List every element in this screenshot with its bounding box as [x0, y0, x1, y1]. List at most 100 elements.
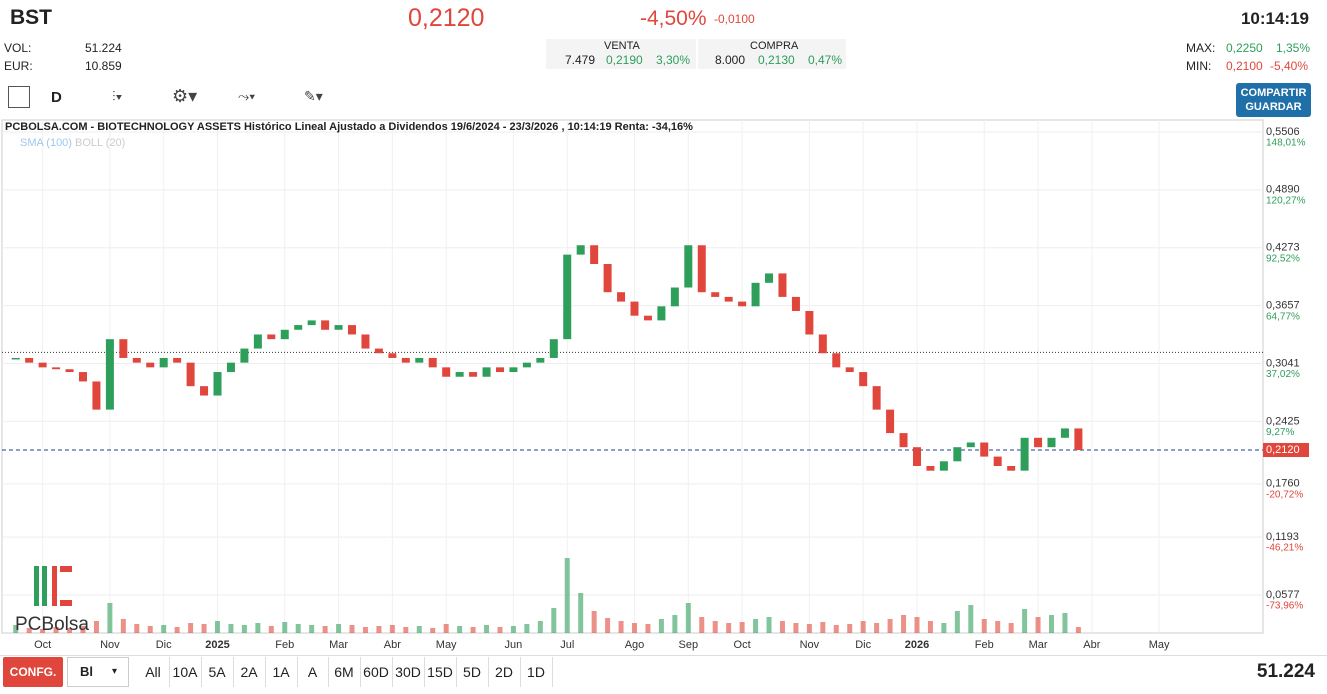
candle	[495, 367, 504, 373]
label: COMPRA	[750, 40, 799, 52]
candle	[509, 367, 518, 373]
candle	[78, 372, 87, 382]
chart-type[interactable]: ⫶▾	[112, 88, 123, 104]
volume-bar	[901, 615, 907, 633]
volume-bar	[645, 624, 651, 633]
candle	[993, 456, 1002, 466]
range-button[interactable]: 5D	[456, 657, 489, 687]
volume-bar	[860, 621, 866, 633]
range-button[interactable]: A	[297, 657, 329, 687]
candle	[778, 273, 787, 297]
range-button[interactable]: 15D	[424, 657, 457, 687]
x-tick-label: Dic	[156, 639, 172, 651]
volume-bar	[295, 624, 301, 633]
candle	[361, 334, 370, 349]
time: 10:14:19	[1240, 9, 1309, 28]
volume-bar	[349, 625, 355, 633]
mode-select[interactable]: Bl ▾	[67, 657, 129, 687]
volume-bar	[93, 621, 99, 633]
volume-bar	[255, 623, 261, 633]
x-tick-label: Mar	[329, 639, 348, 651]
range-button[interactable]: 2D	[488, 657, 521, 687]
value: 7.479	[565, 53, 596, 67]
label: MIN:	[1186, 59, 1212, 73]
x-tick-label: May	[1149, 639, 1170, 651]
candle	[415, 357, 424, 363]
volume-bar	[1062, 613, 1068, 633]
indicators[interactable]: ⤳▾	[238, 88, 256, 104]
candle	[442, 367, 451, 377]
panel-toggle[interactable]	[8, 86, 30, 108]
volume-bar	[995, 621, 1001, 633]
candle	[374, 348, 383, 354]
candle	[146, 362, 155, 368]
candle	[670, 287, 679, 307]
footer	[0, 655, 1327, 694]
x-tick-label: May	[436, 639, 457, 651]
volume-bar	[376, 626, 382, 633]
settings[interactable]: ⚙▾	[172, 86, 198, 106]
volume-bar	[268, 626, 274, 633]
range-button[interactable]: 1D	[520, 657, 553, 687]
x-tick-label: Nov	[100, 639, 120, 651]
value: 3,30%	[656, 53, 691, 67]
candle	[200, 386, 209, 396]
y2-tick-label: 148,01%	[1266, 138, 1306, 149]
logo-text: PCBolsa	[15, 614, 89, 635]
indicator: BOLL (20)	[75, 137, 125, 149]
draw[interactable]: ✎▾	[304, 88, 323, 104]
volume-bar	[241, 625, 247, 633]
y-tick-label: 0,3041	[1266, 357, 1300, 369]
range-button[interactable]: 1A	[265, 657, 298, 687]
mode[interactable]: Bl	[80, 664, 93, 679]
volume-bar	[914, 617, 920, 633]
volume-bar	[524, 624, 530, 633]
volume-bar	[632, 623, 637, 633]
volume-bar	[1008, 623, 1014, 633]
volume-bar	[201, 624, 207, 633]
volume-bar	[1022, 609, 1028, 633]
candle	[159, 357, 168, 368]
candle	[65, 369, 74, 373]
share[interactable]: COMPARTIR	[1240, 87, 1307, 99]
volume-bar	[981, 619, 987, 633]
volume-bar	[685, 603, 691, 633]
value: 10.859	[85, 59, 122, 73]
save[interactable]: GUARDAR	[1245, 101, 1302, 113]
range-button[interactable]: 30D	[392, 657, 425, 687]
period-select[interactable]: D	[51, 89, 62, 106]
value: -5,40%	[1270, 59, 1309, 73]
y-tick-label: 0,4273	[1266, 242, 1300, 254]
volume-bar	[591, 611, 597, 633]
candle	[765, 273, 774, 283]
range-button[interactable]: 60D	[360, 657, 393, 687]
range-button[interactable]: 10A	[169, 657, 202, 687]
config-button[interactable]: CONFG.	[3, 657, 63, 687]
share-button[interactable]: COMPARTIR GUARDAR	[1236, 83, 1311, 117]
volume-bar	[107, 603, 113, 633]
label: EUR:	[4, 59, 33, 73]
candle	[334, 325, 343, 330]
candle	[724, 296, 733, 302]
volume-bar	[362, 627, 368, 633]
range-button[interactable]: 6M	[328, 657, 361, 687]
candle	[791, 296, 800, 311]
volume-bar	[309, 625, 315, 633]
volume-bar	[537, 621, 543, 633]
price: 0,2120	[408, 4, 485, 32]
volume-bar	[26, 628, 32, 633]
x-tick-label: Ago	[625, 639, 645, 651]
last-price-tag	[1263, 443, 1309, 458]
x-tick-label: Feb	[275, 639, 294, 651]
x-tick-label: Mar	[1029, 639, 1048, 651]
candle	[253, 334, 262, 349]
volume-bar	[336, 624, 342, 633]
candle	[818, 334, 827, 354]
range-button[interactable]: All	[137, 657, 170, 687]
range-button[interactable]: 5A	[201, 657, 234, 687]
x-tick-label: 2026	[905, 639, 929, 651]
volume-bar	[161, 625, 167, 633]
change: -0,0100	[714, 12, 755, 26]
candle	[1020, 437, 1029, 471]
range-button[interactable]: 2A	[233, 657, 266, 687]
